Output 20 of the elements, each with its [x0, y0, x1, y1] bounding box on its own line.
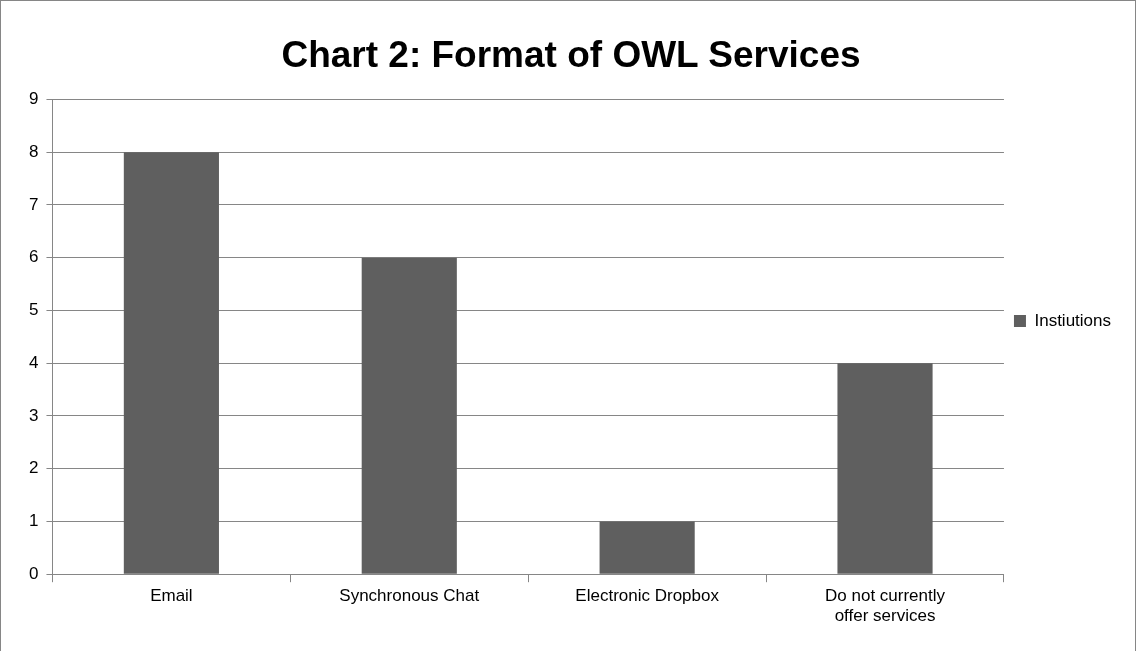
y-tick-label: 2	[28, 458, 39, 478]
y-tick-label: 1	[28, 511, 39, 531]
bar	[837, 363, 933, 574]
y-tick-label: 7	[28, 194, 39, 214]
chart-title: Chart 2: Format of OWL Services	[281, 34, 861, 76]
x-tick-label: Email	[150, 586, 193, 606]
y-tick-label: 6	[28, 247, 39, 267]
bar	[599, 521, 695, 574]
y-tick-label: 8	[28, 141, 39, 161]
y-tick-label: 0	[28, 563, 39, 583]
y-tick-label: 4	[28, 352, 39, 372]
y-tick-label: 5	[28, 300, 39, 320]
bar	[123, 152, 219, 574]
bar	[361, 257, 457, 574]
y-tick-label: 9	[28, 89, 39, 109]
x-tick-label: Synchronous Chat	[339, 586, 480, 606]
x-tick-label: Electronic Dropbox	[575, 586, 720, 606]
y-tick-label: 3	[28, 405, 39, 425]
legend-label: Instiutions	[1034, 310, 1112, 330]
x-tick-label: Do not currently offer services	[825, 586, 946, 626]
